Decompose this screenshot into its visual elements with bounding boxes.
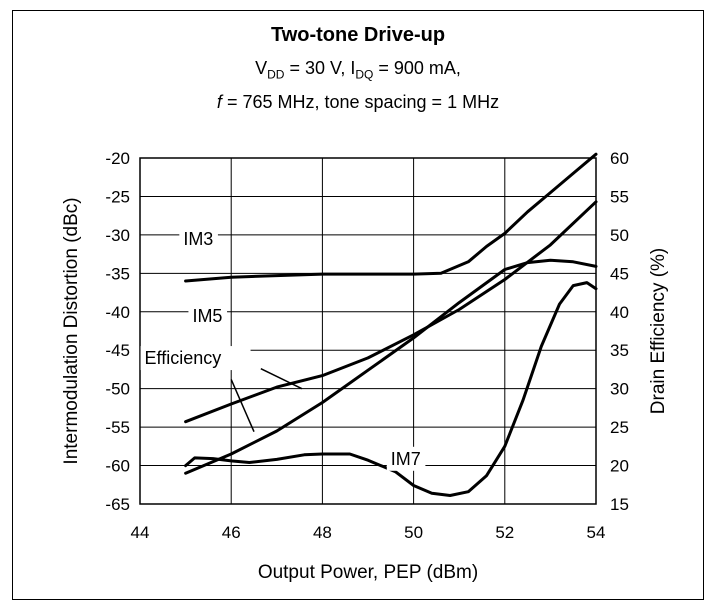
y2-tick-label: 45 — [610, 264, 629, 283]
idq-subscript: DQ — [355, 67, 374, 82]
annotation-im5: IM5 — [192, 306, 222, 326]
x-tick-label: 44 — [131, 523, 150, 542]
y-tick-label: -50 — [105, 380, 130, 399]
y-tick-label: -55 — [105, 418, 130, 437]
series-line-im5 — [184, 258, 598, 475]
y2-tick-label: 15 — [610, 495, 629, 514]
annotation-leader-line — [230, 379, 255, 433]
y2-tick-label: 20 — [610, 457, 629, 476]
frequency-symbol: f — [216, 92, 222, 112]
y-tick-label: -20 — [105, 149, 130, 168]
annotation-background — [140, 346, 251, 371]
x-tick-label: 46 — [222, 523, 241, 542]
x-axis-label: Output Power, PEP (dBm) — [258, 562, 478, 583]
y2-axis-label: Drain Efficiency (%) — [648, 248, 669, 414]
y-tick-label: -60 — [105, 457, 130, 476]
y-tick-label: -45 — [105, 341, 130, 360]
annotation-im7: IM7 — [391, 449, 421, 469]
vdd-symbol: V — [255, 58, 268, 78]
x-tick-label: 48 — [313, 523, 332, 542]
y2-tick-label: 25 — [610, 418, 629, 437]
annotation-background — [188, 303, 228, 328]
frequency-and-spacing: = 765 MHz, tone spacing = 1 MHz — [221, 92, 500, 112]
series-line-im7 — [184, 281, 598, 497]
annotation-leader-line — [260, 368, 303, 390]
y-tick-label: -35 — [105, 264, 130, 283]
annotation-efficiency: Efficiency — [145, 348, 222, 368]
y2-tick-label: 55 — [610, 187, 629, 206]
y-tick-label: -25 — [105, 187, 130, 206]
y2-tick-label: 30 — [610, 380, 629, 399]
chart-title: Two-tone Drive-up — [270, 24, 446, 46]
y-tick-label: -40 — [105, 303, 130, 322]
annotation-background — [179, 226, 218, 251]
chart-subtitle-line-1: VDD = 30 V, IDQ = 900 mA, — [0, 58, 716, 82]
y2-tick-label: 50 — [610, 226, 629, 245]
x-tick-label: 50 — [404, 523, 423, 542]
vdd-subscript: DD — [267, 67, 285, 82]
chart-subtitle-line-2: f = 765 MHz, tone spacing = 1 MHz — [0, 92, 716, 113]
y-tick-label: -30 — [105, 226, 130, 245]
series-line-im3 — [184, 152, 598, 283]
idq-value: = 900 mA, — [373, 58, 461, 78]
y2-tick-label: 40 — [610, 303, 629, 322]
annotation-background — [386, 446, 426, 471]
chart-frame — [12, 10, 704, 600]
vdd-value: = 30 V, I — [284, 58, 356, 78]
x-tick-label: 54 — [587, 523, 606, 542]
annotation-im3: IM3 — [183, 229, 213, 249]
y-tick-label: -65 — [105, 495, 130, 514]
plot-area-border — [139, 157, 597, 505]
y2-tick-label: 60 — [610, 149, 629, 168]
y2-tick-label: 35 — [610, 341, 629, 360]
y-axis-label: Intermodulation Distortion (dBc) — [61, 197, 82, 464]
x-tick-label: 52 — [495, 523, 514, 542]
series-line-efficiency — [184, 200, 598, 424]
